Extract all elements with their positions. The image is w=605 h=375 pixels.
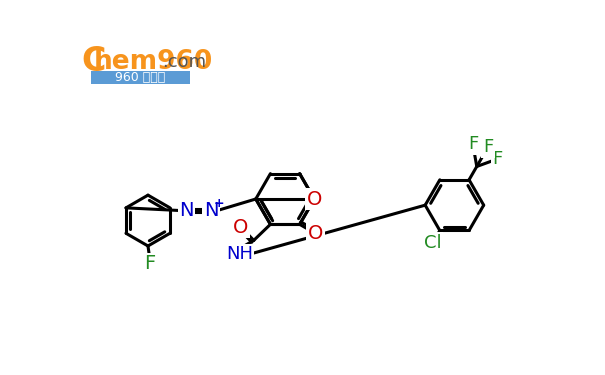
Text: hem960: hem960: [94, 49, 214, 75]
Text: O: O: [307, 189, 322, 209]
Text: N: N: [204, 201, 218, 220]
Bar: [91, 71, 189, 84]
Text: O: O: [234, 217, 249, 237]
Text: N: N: [179, 201, 194, 220]
Text: 960 化工网: 960 化工网: [115, 71, 165, 84]
Text: F: F: [483, 138, 493, 156]
Text: O: O: [308, 224, 323, 243]
Text: F: F: [492, 150, 503, 168]
Text: C: C: [82, 45, 106, 78]
Text: F: F: [144, 254, 155, 273]
Bar: [80, 46, 205, 90]
Text: Cl: Cl: [424, 234, 442, 252]
Text: +: +: [214, 197, 224, 210]
Text: .com: .com: [162, 53, 206, 71]
Text: NH: NH: [226, 245, 253, 263]
Text: F: F: [468, 135, 478, 153]
